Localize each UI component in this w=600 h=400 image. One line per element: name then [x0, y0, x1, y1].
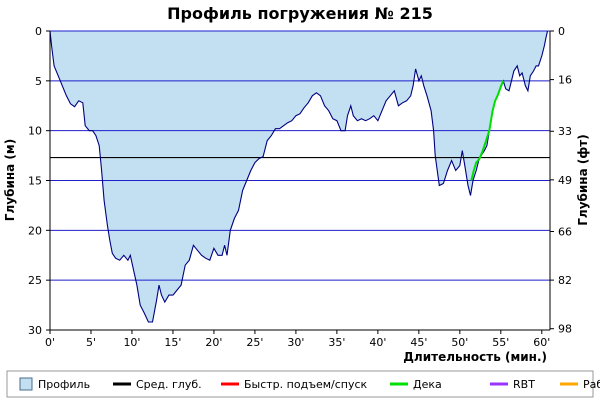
x-tick-label: 55': [492, 336, 509, 349]
y-axis-label-left: Глубина (м): [3, 139, 17, 221]
legend-label-rbt: RBT: [513, 378, 535, 391]
legend: Профиль Сред. глуб. Быстр. подъем/спуск Дек…: [6, 370, 600, 398]
x-tick-label: 10': [123, 336, 140, 349]
y-left-tick-label: 25: [28, 274, 42, 287]
y-right-tick-label: 0: [558, 25, 565, 38]
x-tick-label: 40': [369, 336, 386, 349]
x-tick-label: 15': [164, 336, 181, 349]
x-tick-label: 20': [205, 336, 222, 349]
x-axis-label: Длительность (мин.): [403, 350, 547, 364]
deco-segment-line: [470, 80, 505, 181]
y-left-tick-label: 0: [35, 25, 42, 38]
y-left-tick-label: 10: [28, 125, 42, 138]
y-right-tick-label: 82: [558, 274, 572, 287]
y-left-tick-label: 15: [28, 175, 42, 188]
plot-area: [49, 30, 551, 331]
legend-label-work: Раб.: [583, 378, 600, 391]
legend-label-avg: Сред. глуб.: [136, 378, 202, 391]
y-left-tick-label: 5: [35, 75, 42, 88]
profile-area: [50, 31, 548, 322]
profile-line: [49, 30, 549, 323]
y-axis-label-right: Глубина (фт): [576, 134, 590, 225]
x-tick-label: 60': [533, 336, 550, 349]
x-tick-label: 50': [451, 336, 468, 349]
legend-label-deco: Дека: [413, 378, 442, 391]
y-right-tick-label: 33: [558, 125, 572, 138]
y-right-tick-label: 49: [558, 174, 572, 187]
y-left-tick-label: 30: [28, 324, 42, 337]
x-tick-label: 25': [246, 336, 263, 349]
chart-title: Профиль погружения № 215: [167, 4, 433, 23]
y-right-tick-label: 98: [558, 323, 572, 336]
y-right-tick-label: 66: [558, 225, 572, 238]
x-tick-label: 45': [410, 336, 427, 349]
x-tick-label: 35': [328, 336, 345, 349]
legend-swatch-profile: [19, 377, 33, 391]
legend-label-profile: Профиль: [38, 378, 90, 391]
y-left-tick-label: 20: [28, 224, 42, 237]
x-tick-label: 5': [86, 336, 96, 349]
y-right-tick-label: 16: [558, 74, 572, 87]
legend-label-ascent: Быстр. подъем/спуск: [244, 378, 368, 391]
x-tick-label: 30': [287, 336, 304, 349]
axis-ticks: 0' 5' 10' 15' 20' 25' 30' 35' 40' 45' 50' 55' 60' 0 5 1…: [28, 25, 572, 349]
x-tick-label: 0': [45, 336, 55, 349]
